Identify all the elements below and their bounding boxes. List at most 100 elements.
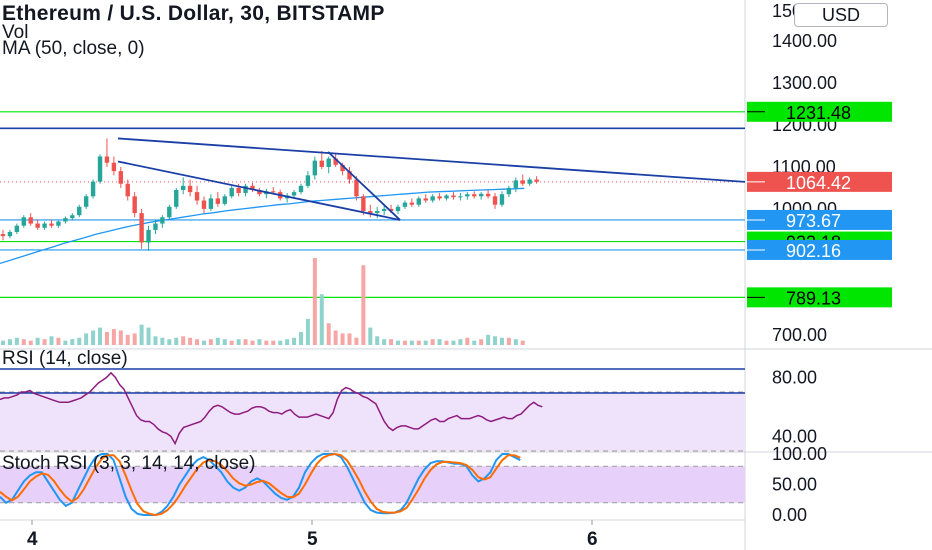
candle-body [375,210,380,214]
volume-bar [125,334,130,345]
candle-body [423,198,428,201]
candle-body [478,193,484,197]
ma-line [0,187,525,265]
ma-label: MA (50, close, 0) [2,38,145,59]
volume-bar [77,337,82,345]
volume-bar [188,337,193,345]
volume-bar [416,340,421,345]
candle-body [111,162,117,172]
stoch-k-line [0,453,521,516]
price-tag [747,239,892,260]
volume-bar [333,330,338,345]
volume-bar [160,337,165,345]
candle-body [347,171,352,180]
candle-body [14,225,20,232]
stoch-rsi-title: Stoch RSI (3, 3, 14, 14, close) [2,453,256,474]
volume-bar [208,339,213,345]
chart-title: Ethereum / U.S. Dollar, 30, BITSTAMP [2,2,385,25]
volume-bar [499,337,504,345]
volume-bar [167,339,172,345]
rsi-tick-label: 80.00 [772,367,817,387]
volume-bar [368,327,373,345]
candle-body [534,179,539,182]
candle-body [409,202,415,205]
volume-bar [271,340,276,345]
volume-bar [396,340,401,345]
candle-body [250,185,255,191]
price-tag-label: 973.67 [786,211,841,231]
candle-body [167,206,172,218]
candle-body [354,179,359,197]
candle-body [430,196,435,201]
price-tick-label: 700.00 [772,325,827,345]
candle-body [437,196,442,199]
candle-body [319,160,324,167]
price-tag [747,287,892,308]
candle-body [215,198,221,204]
trendline [117,160,401,221]
volume-bar [63,340,68,345]
candle-body [77,206,82,216]
volume-bar [98,327,103,345]
price-tag [747,101,892,122]
volume-bar [285,339,290,345]
volume-bar [104,331,109,345]
volume-bar [84,333,89,345]
candle-body [153,223,158,230]
candle-body [56,221,61,226]
volume-bar [174,337,179,345]
candle-body [368,210,373,214]
price-tag-label: 902.16 [786,241,841,261]
volume-bar [236,339,241,345]
volume-bar [493,336,498,345]
volume-bar [111,329,116,345]
time-tick-label: 4 [27,529,38,550]
volume-bar [513,339,518,345]
candle-body [63,218,68,222]
candle-body [298,185,304,193]
price-tag [747,171,892,192]
candle-body [326,158,331,167]
time-tick-label: 6 [587,529,598,550]
candle-body [104,156,110,163]
rsi-line [0,371,543,446]
candle-body [451,195,456,198]
volume-bar [347,333,352,345]
volume-bar [229,340,234,345]
candle-body [340,164,345,172]
price-tick-label: 1400.00 [772,31,837,51]
candle-body [305,175,311,186]
candle-body [90,181,96,197]
candle-body [485,193,491,197]
candle-body [118,171,124,184]
rsi-tick-label: 40.00 [772,426,817,446]
candle-body [49,223,54,226]
volume-bar [264,340,269,345]
volume-bar [375,336,380,345]
trendline [117,137,746,183]
candle-body [0,234,6,237]
volume-bar [326,323,331,345]
candle-body [146,229,151,243]
candle-body [381,208,387,211]
currency-button[interactable]: USD [794,3,888,27]
volume-bar [465,337,470,345]
volume-bar [132,333,137,345]
candle-body [42,223,47,228]
candle-body [388,208,394,211]
candle-body [361,196,366,211]
price-tag [747,209,892,230]
candle-body [194,192,200,201]
volume-bar [423,340,428,345]
candle-body [70,215,75,219]
volume-bar [70,339,75,345]
price-tag-label: 789.13 [786,288,841,308]
candle-body [506,187,512,195]
candle-body [243,185,248,193]
candle-body [229,187,234,197]
candle-body [333,158,338,165]
candle-body [222,196,227,204]
candle-body [187,185,193,193]
